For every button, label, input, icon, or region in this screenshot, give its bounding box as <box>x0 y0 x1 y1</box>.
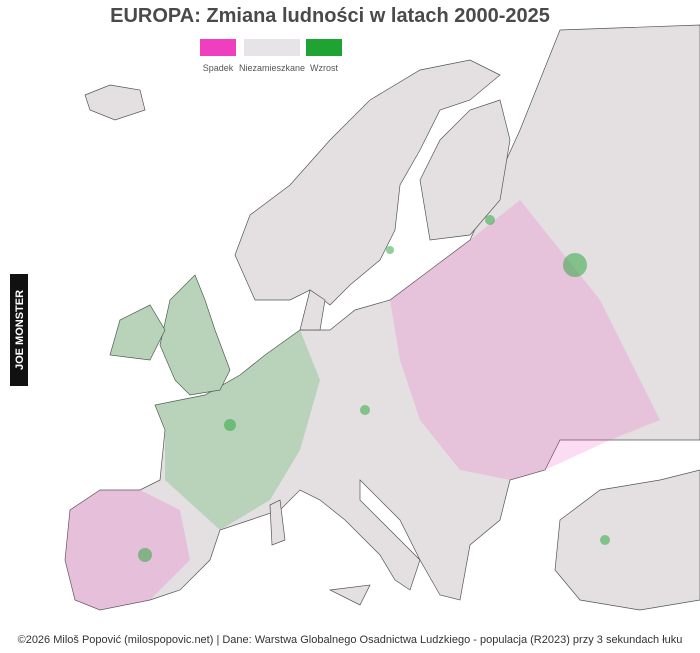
city-growth <box>360 405 370 415</box>
legend-label: Niezamieszkane <box>239 63 305 73</box>
landmass <box>64 24 700 611</box>
iceland <box>84 84 146 121</box>
mainland <box>64 24 700 611</box>
decline-east <box>390 200 660 480</box>
ireland <box>109 304 166 361</box>
turkey <box>554 469 700 611</box>
legend-swatch <box>244 39 300 56</box>
city-growth <box>138 548 152 562</box>
legend: Spadek Niezamieszkane Wzrost <box>200 39 342 73</box>
scandinavia <box>234 59 501 306</box>
city-growth <box>386 246 394 254</box>
map-title: EUROPA: Zmiana ludności w latach 2000-20… <box>110 5 550 27</box>
denmark <box>299 289 326 331</box>
credit: ©2026 Miloš Popović (milospopovic.net) |… <box>18 634 683 646</box>
city-growth <box>485 215 495 225</box>
sicily <box>328 584 371 606</box>
great-britain <box>159 274 231 396</box>
sardinia-corsica <box>269 499 286 546</box>
city-growth <box>563 253 587 277</box>
city-growth <box>600 535 610 545</box>
change-overlay <box>65 200 660 610</box>
legend-swatch <box>200 39 236 56</box>
legend-label: Spadek <box>203 63 234 73</box>
watermark: JOE MONSTER <box>10 274 28 386</box>
watermark-box <box>10 274 28 386</box>
finland <box>419 99 511 241</box>
growth-west <box>110 275 320 530</box>
decline-iberia <box>65 490 190 610</box>
watermark-text: JOE MONSTER <box>14 290 26 370</box>
legend-swatch <box>306 39 342 56</box>
legend-label: Wzrost <box>310 63 338 73</box>
city-growth <box>224 419 236 431</box>
